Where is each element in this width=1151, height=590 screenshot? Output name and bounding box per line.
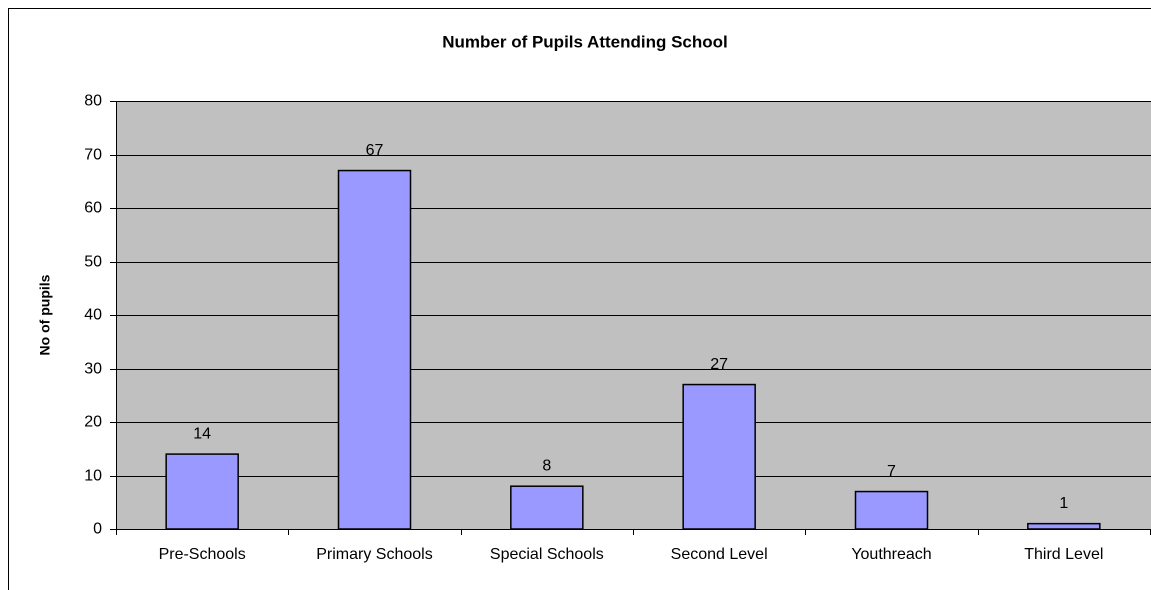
y-tick-label: 0 [93,521,102,538]
data-label: 14 [193,425,211,442]
y-tick-label: 60 [84,200,102,217]
y-tick-label: 10 [84,468,102,485]
y-tick-label: 30 [84,361,102,378]
data-label: 7 [887,463,896,480]
x-tick-label: Second Level [671,546,768,563]
data-label: 8 [542,457,551,474]
x-tick-label: Youthreach [851,546,931,563]
y-axis-label: No of pupils [37,274,53,355]
data-label: 1 [1059,495,1068,512]
x-tick-label: Third Level [1024,546,1103,563]
chart-title: Number of Pupils Attending School [442,32,728,51]
x-tick-label: Pre-Schools [159,546,246,563]
y-tick-label: 20 [84,414,102,431]
bar [165,453,239,530]
bar [854,490,929,530]
bar [510,485,584,530]
data-label: 67 [366,142,384,159]
bar [682,383,756,530]
y-tick-label: 80 [84,93,102,110]
y-tick-label: 50 [84,254,102,271]
x-tick-label: Primary Schools [316,546,432,563]
bar [337,169,412,530]
y-tick-label: 40 [84,307,102,324]
data-label: 27 [710,356,728,373]
x-tick-label: Special Schools [490,546,604,563]
y-tick-label: 70 [84,147,102,164]
bar [1027,522,1101,530]
